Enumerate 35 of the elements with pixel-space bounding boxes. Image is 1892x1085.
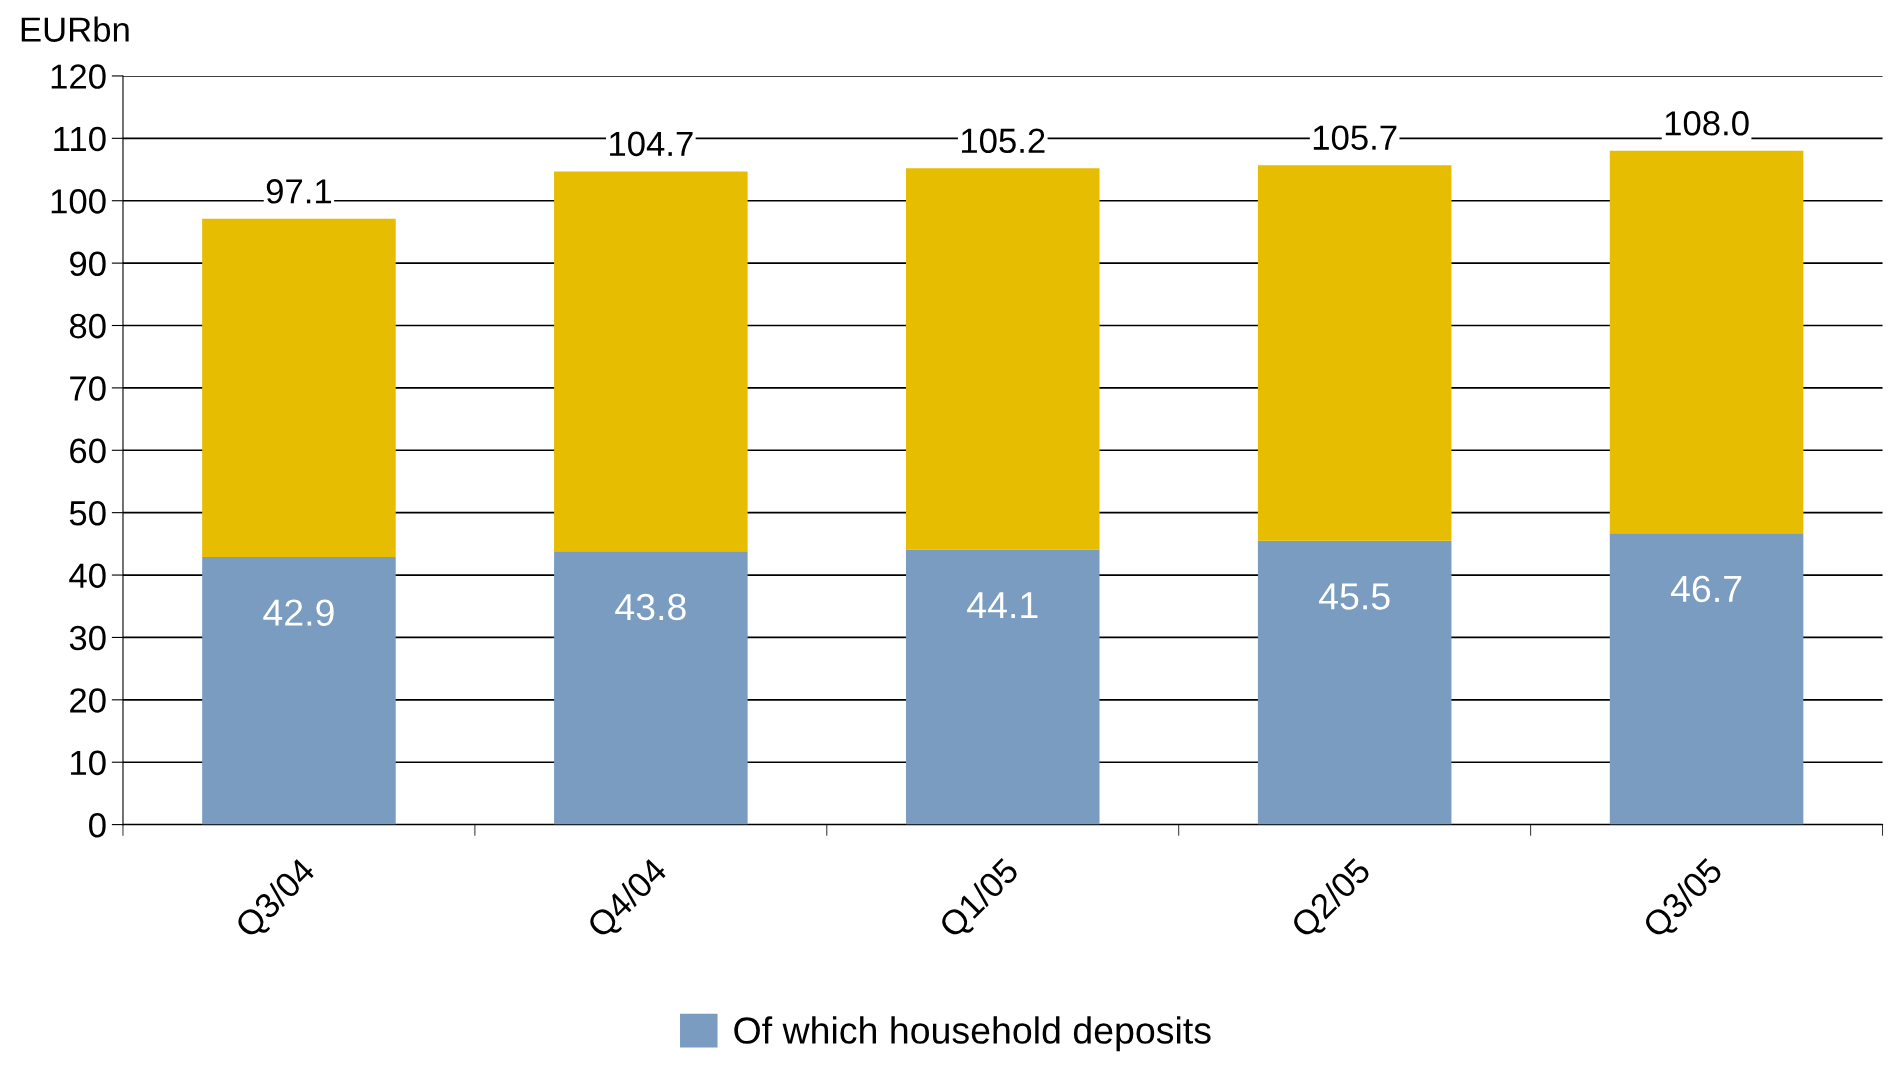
data-label: 44.1 (967, 592, 1038, 619)
total-label: 108.0 (1665, 111, 1749, 136)
y-tick-label: 90 (70, 251, 106, 277)
bar (1609, 150, 1804, 534)
total-label: 104.7 (610, 131, 693, 157)
bar (905, 168, 1100, 550)
bar (905, 549, 1100, 825)
bar (1257, 540, 1452, 825)
y-tick-label: 20 (70, 688, 106, 713)
y-tick-label: 100 (51, 189, 106, 214)
legend-label: Of which household deposits (734, 1016, 1211, 1052)
data-label: 43.8 (615, 593, 686, 621)
total-label: 105.7 (1313, 125, 1397, 150)
bar (202, 218, 396, 557)
y-tick-label: 120 (51, 64, 106, 89)
y-axis-title: EURbn (21, 16, 129, 42)
bar (1257, 165, 1452, 541)
bar (554, 551, 748, 825)
y-tick-label: 0 (89, 812, 106, 838)
y-tick-label: 70 (70, 376, 106, 401)
y-tick-label: 60 (70, 438, 106, 464)
bar (1609, 533, 1804, 825)
data-label: 46.7 (1670, 575, 1742, 603)
bar (202, 556, 396, 825)
y-tick-label: 40 (69, 563, 106, 588)
y-tick-label: 50 (69, 501, 106, 526)
y-tick-label: 10 (71, 750, 106, 776)
bar (554, 171, 748, 552)
y-tick-label: 110 (54, 126, 106, 152)
total-label: 105.2 (961, 128, 1045, 154)
total-label: 97.1 (266, 179, 332, 204)
data-label: 45.5 (1319, 583, 1390, 610)
y-tick-label: 80 (69, 313, 106, 339)
data-label: 42.9 (263, 599, 334, 626)
y-tick-label: 30 (69, 625, 106, 651)
